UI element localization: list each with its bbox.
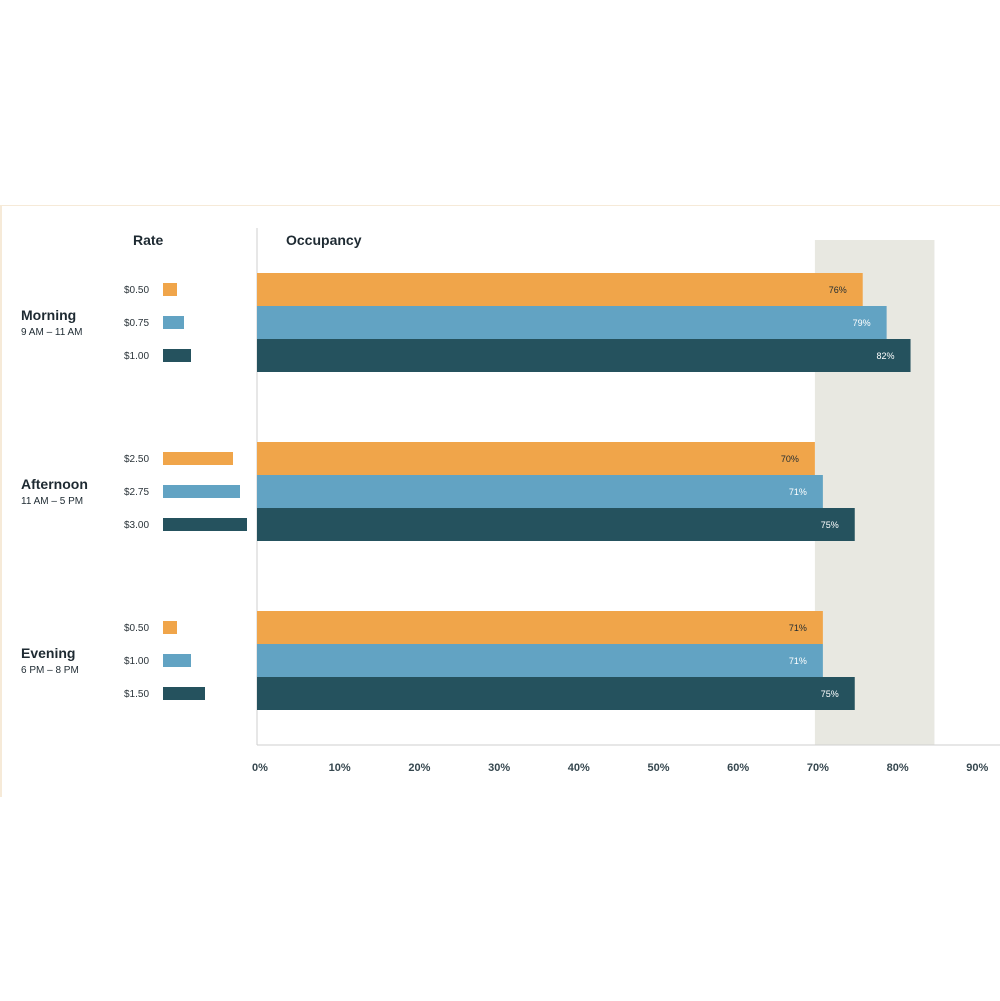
x-tick-label: 40% [568, 762, 590, 774]
occupancy-bar [257, 273, 863, 306]
rate-label: $0.75 [124, 318, 149, 329]
occupancy-bar [257, 508, 855, 541]
rate-bar [163, 687, 205, 700]
group-time: 11 AM – 5 PM [21, 496, 83, 507]
rate-bar [163, 349, 191, 362]
groups-layer: Morning 9 AM – 11 AM $0.50 76% $0.75 79% $1.00… [21, 273, 911, 710]
value-label: 75% [821, 520, 839, 530]
x-tick-label: 80% [887, 762, 909, 774]
value-label: 79% [853, 318, 871, 328]
x-tick-label: 60% [727, 762, 749, 774]
rate-label: $2.50 [124, 454, 149, 465]
value-label: 71% [789, 487, 807, 497]
rate-header: Rate [133, 232, 164, 248]
x-tick-label: 30% [488, 762, 510, 774]
rate-bar [163, 283, 177, 296]
group-morning: Morning 9 AM – 11 AM $0.50 76% $0.75 79% $1.00… [21, 273, 911, 372]
value-label: 75% [821, 689, 839, 699]
value-label: 71% [789, 623, 807, 633]
occupancy-bar [257, 611, 823, 644]
rate-label: $1.00 [124, 351, 149, 362]
rate-label: $0.50 [124, 623, 149, 634]
occupancy-bar [257, 644, 823, 677]
rate-label: $0.50 [124, 285, 149, 296]
x-tick-label: 90% [966, 762, 988, 774]
rate-label: $2.75 [124, 487, 149, 498]
rate-bar [163, 316, 184, 329]
occupancy-bar [257, 677, 855, 710]
x-axis-ticks: 0% 10% 20% 30% 40% 50% 60% 70% 80% 90% [252, 762, 988, 774]
occupancy-bar [257, 442, 815, 475]
rate-bar [163, 518, 247, 531]
rate-bar [163, 654, 191, 667]
group-afternoon: Afternoon 11 AM – 5 PM $2.50 70% $2.75 71% $3.… [21, 442, 855, 541]
group-evening: Evening 6 PM – 8 PM $0.50 71% $1.00 71% $1.50 7… [21, 611, 855, 710]
value-label: 71% [789, 656, 807, 666]
group-time: 6 PM – 8 PM [21, 665, 79, 676]
x-tick-label: 0% [252, 762, 268, 774]
x-tick-label: 10% [329, 762, 351, 774]
value-label: 82% [877, 351, 895, 361]
rate-bar [163, 452, 233, 465]
x-tick-label: 20% [408, 762, 430, 774]
x-tick-label: 70% [807, 762, 829, 774]
group-time: 9 AM – 11 AM [21, 327, 83, 338]
value-label: 76% [829, 285, 847, 295]
occupancy-header: Occupancy [286, 232, 362, 248]
x-tick-label: 50% [647, 762, 669, 774]
rate-label: $1.00 [124, 656, 149, 667]
group-name: Morning [21, 307, 76, 323]
occupancy-bar [257, 306, 887, 339]
rate-label: $1.50 [124, 689, 149, 700]
group-name: Evening [21, 645, 75, 661]
rate-bar [163, 621, 177, 634]
occupancy-bar [257, 339, 911, 372]
value-label: 70% [781, 454, 799, 464]
rate-label: $3.00 [124, 520, 149, 531]
group-name: Afternoon [21, 476, 88, 492]
rate-bar [163, 485, 240, 498]
chart-frame [0, 205, 1000, 797]
occupancy-bar [257, 475, 823, 508]
